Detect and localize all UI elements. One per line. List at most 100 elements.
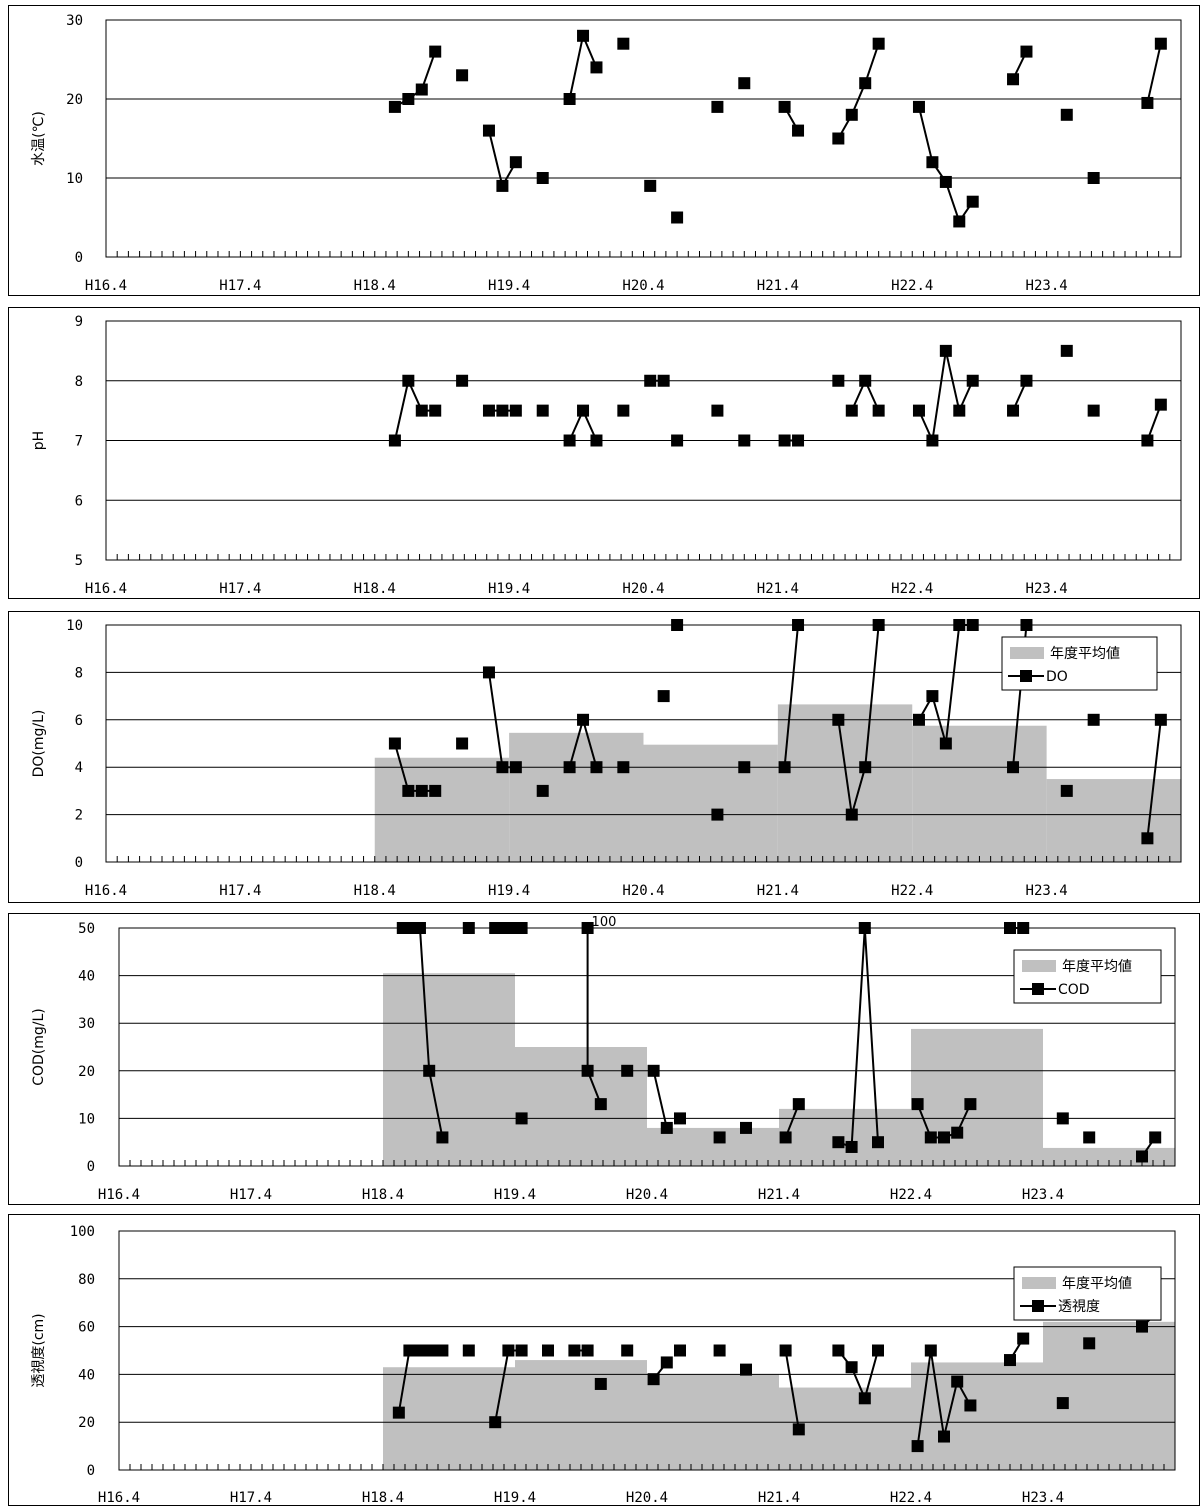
- data-point: [939, 175, 952, 188]
- x-tick-label: H23.4: [1022, 1187, 1064, 1203]
- data-point: [402, 374, 415, 387]
- data-point: [859, 77, 872, 90]
- y-tick-label: 7: [75, 434, 83, 450]
- x-tick-label: H18.4: [362, 1490, 404, 1505]
- data-point: [581, 1064, 594, 1077]
- y-tick-label: 0: [75, 250, 83, 266]
- data-point: [1083, 1337, 1096, 1350]
- do-chart: 0 2 4 6 8 10 DO(mg/L) H16.4 H17.4 H18.4 H19.4 H20.4…: [8, 611, 1200, 903]
- data-point: [413, 1344, 426, 1357]
- x-tick-label: H21.4: [757, 278, 799, 294]
- data-point: [792, 1423, 805, 1436]
- data-point: [1083, 1131, 1096, 1144]
- x-tick-label: H21.4: [757, 883, 799, 899]
- data-point: [590, 761, 603, 774]
- annual-average-bar: [647, 1127, 779, 1166]
- data-point: [617, 404, 630, 417]
- y-tick-label: 8: [75, 665, 83, 681]
- x-tick-label: H16.4: [85, 278, 127, 294]
- y-axis-title: COD(mg/L): [31, 1008, 47, 1086]
- water-temperature-plot: 0 10 20 30 水温(℃) H16.4 H17.4 H18.4 H19.4 H20.4 H21…: [31, 13, 1182, 294]
- data-point: [1136, 1320, 1148, 1333]
- data-point: [429, 784, 442, 797]
- legend: 年度平均値 DO: [1001, 636, 1158, 691]
- y-tick-label: 8: [75, 374, 83, 390]
- data-point: [1017, 922, 1030, 934]
- data-point: [926, 156, 939, 169]
- x-tick-label: H22.4: [891, 278, 933, 294]
- data-point: [740, 1363, 752, 1376]
- x-tick-label: H20.4: [626, 1490, 668, 1505]
- data-point: [388, 434, 401, 447]
- cod-plot: 0 10 20 30 40 50 COD(mg/L) H16.4 H17.4 H18.4 H19.4…: [31, 915, 1176, 1203]
- x-tick-label: H21.4: [757, 581, 799, 597]
- data-point: [563, 434, 576, 447]
- data-point: [778, 100, 791, 113]
- data-point: [581, 1344, 594, 1357]
- data-point: [738, 761, 751, 774]
- data-point: [536, 172, 549, 184]
- x-tick-label: H20.4: [626, 1187, 668, 1203]
- data-point: [845, 404, 858, 417]
- data-point: [964, 1399, 977, 1412]
- series-line: [918, 350, 974, 445]
- transparency-chart: 0 20 40 60 80 100 透視度(cm) H16.4 H17.4 H18.4 H19.4 H…: [8, 1214, 1200, 1506]
- data-point: [536, 784, 549, 797]
- x-tick-label: H22.4: [891, 581, 933, 597]
- data-point: [456, 374, 469, 387]
- data-point: [496, 761, 509, 774]
- data-point: [1087, 404, 1100, 417]
- data-point: [617, 761, 630, 774]
- data-point: [778, 761, 791, 774]
- y-tick-label: 40: [78, 969, 95, 985]
- data-point: [872, 1344, 884, 1357]
- series-line: [918, 624, 973, 744]
- data-point: [577, 404, 590, 417]
- x-tick-label: H18.4: [354, 581, 396, 597]
- x-tick-label: H19.4: [494, 1490, 536, 1505]
- legend-series-marker: [1020, 670, 1032, 682]
- x-tick-label: H17.4: [219, 278, 261, 294]
- data-point: [456, 69, 469, 82]
- x-tick-label: H16.4: [98, 1490, 140, 1505]
- data-point: [594, 1098, 607, 1111]
- legend-average-swatch: [1010, 647, 1044, 659]
- data-point: [859, 374, 872, 387]
- data-point: [617, 37, 630, 50]
- data-point: [1004, 922, 1016, 934]
- data-point: [496, 179, 509, 192]
- data-point: [429, 404, 442, 417]
- data-point: [577, 713, 590, 726]
- series-line: [783, 624, 800, 768]
- y-axis-title: pH: [31, 431, 47, 450]
- data-point: [926, 434, 939, 447]
- series-line: [838, 927, 879, 1149]
- data-point: [832, 1136, 845, 1149]
- y-tick-label: 6: [75, 493, 83, 509]
- data-point: [912, 100, 925, 113]
- x-tick-label: H21.4: [758, 1490, 800, 1505]
- data-point: [423, 1064, 436, 1077]
- data-point: [1141, 434, 1154, 447]
- plot-area-frame: [105, 19, 1182, 258]
- x-tick-label: H22.4: [890, 1490, 932, 1505]
- data-point: [792, 1098, 805, 1111]
- legend-series-label: DO: [1046, 669, 1068, 685]
- y-tick-label: 80: [78, 1272, 95, 1288]
- data-point: [647, 1064, 660, 1077]
- series-line: [837, 43, 880, 139]
- y-tick-label: 50: [78, 921, 95, 937]
- annual-average-bar: [911, 1028, 1043, 1166]
- data-point: [1020, 45, 1033, 58]
- data-point: [644, 374, 657, 387]
- data-point: [740, 1121, 752, 1134]
- data-point: [502, 1344, 515, 1357]
- y-tick-label: 20: [66, 92, 83, 108]
- data-point: [436, 1344, 449, 1357]
- annual-average-bar: [383, 973, 515, 1166]
- y-tick-label: 20: [78, 1064, 95, 1080]
- x-tick-label: H19.4: [494, 1187, 536, 1203]
- data-point: [403, 1344, 416, 1357]
- data-point: [1060, 108, 1073, 121]
